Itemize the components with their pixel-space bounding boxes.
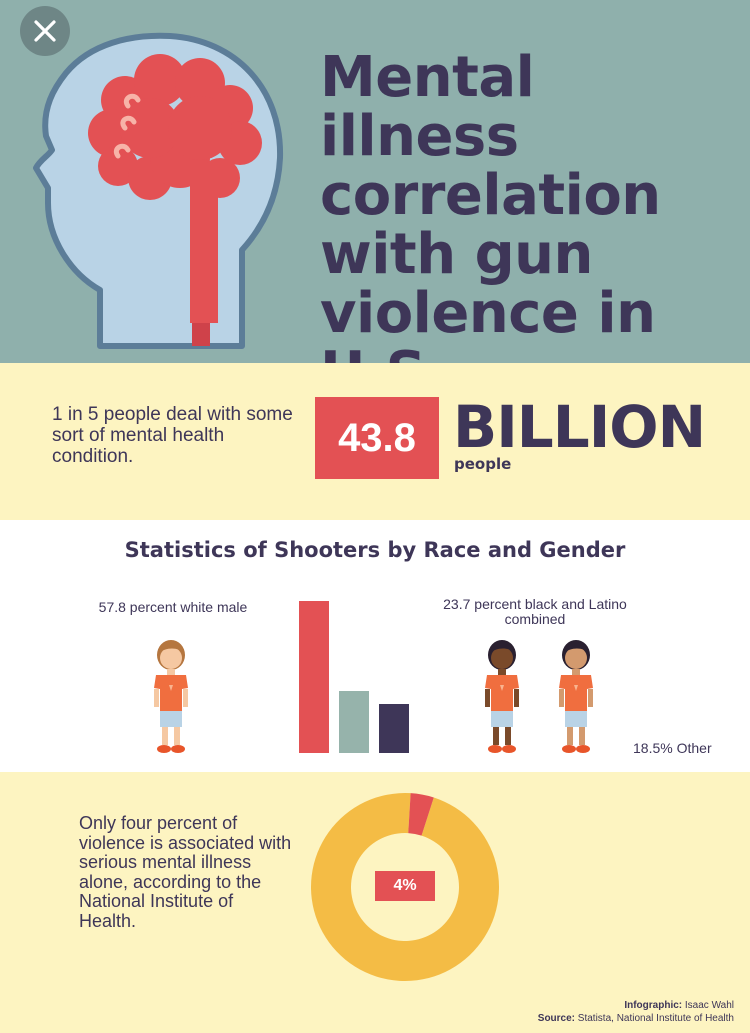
- credit-source-label: Source:: [537, 1013, 576, 1024]
- boy-latino-icon: [559, 640, 593, 753]
- white-male-label: 57.8 percent white male: [98, 599, 248, 615]
- big-number-box: 43.8: [315, 397, 439, 479]
- head-brain-icon: [33, 32, 284, 349]
- shooters-title: Statistics of Shooters by Race and Gende…: [124, 538, 626, 562]
- boy-black-icon: [485, 640, 519, 753]
- mental-health-fact: 1 in 5 people deal with some sort of men…: [52, 404, 293, 467]
- bar-1: [299, 601, 329, 753]
- credit-infographic: Infographic: Isaac Wahl: [624, 1000, 734, 1011]
- percent-donut-chart: [311, 793, 499, 981]
- shooters-section: [0, 520, 750, 772]
- nih-fact: Only four percent of violence is associa…: [79, 813, 292, 931]
- donut-remainder-slice: [311, 793, 499, 981]
- credit-source-value: Statista, National Institute of Health: [577, 1013, 734, 1024]
- big-number-subunit: people: [454, 455, 512, 473]
- big-number-unit: BILLION: [453, 393, 706, 461]
- credit-infographic-label: Infographic:: [624, 1000, 683, 1011]
- close-icon: [34, 20, 56, 42]
- bar-2: [339, 691, 369, 753]
- boy-white-icon: [154, 640, 188, 753]
- bar-3: [379, 704, 409, 753]
- percent-label: 4%: [375, 871, 435, 901]
- other-label: 18.5% Other: [633, 740, 712, 756]
- close-button[interactable]: [20, 6, 70, 56]
- donut-highlight-slice: [408, 793, 434, 836]
- credit-infographic-value: Isaac Wahl: [684, 1000, 734, 1011]
- credit-source: Source: Statista, National Institute of …: [538, 1013, 734, 1024]
- black-latino-label: 23.7 percent black and Latino combined: [443, 596, 627, 627]
- page-title: Mental illness correlation with gun viol…: [320, 45, 661, 402]
